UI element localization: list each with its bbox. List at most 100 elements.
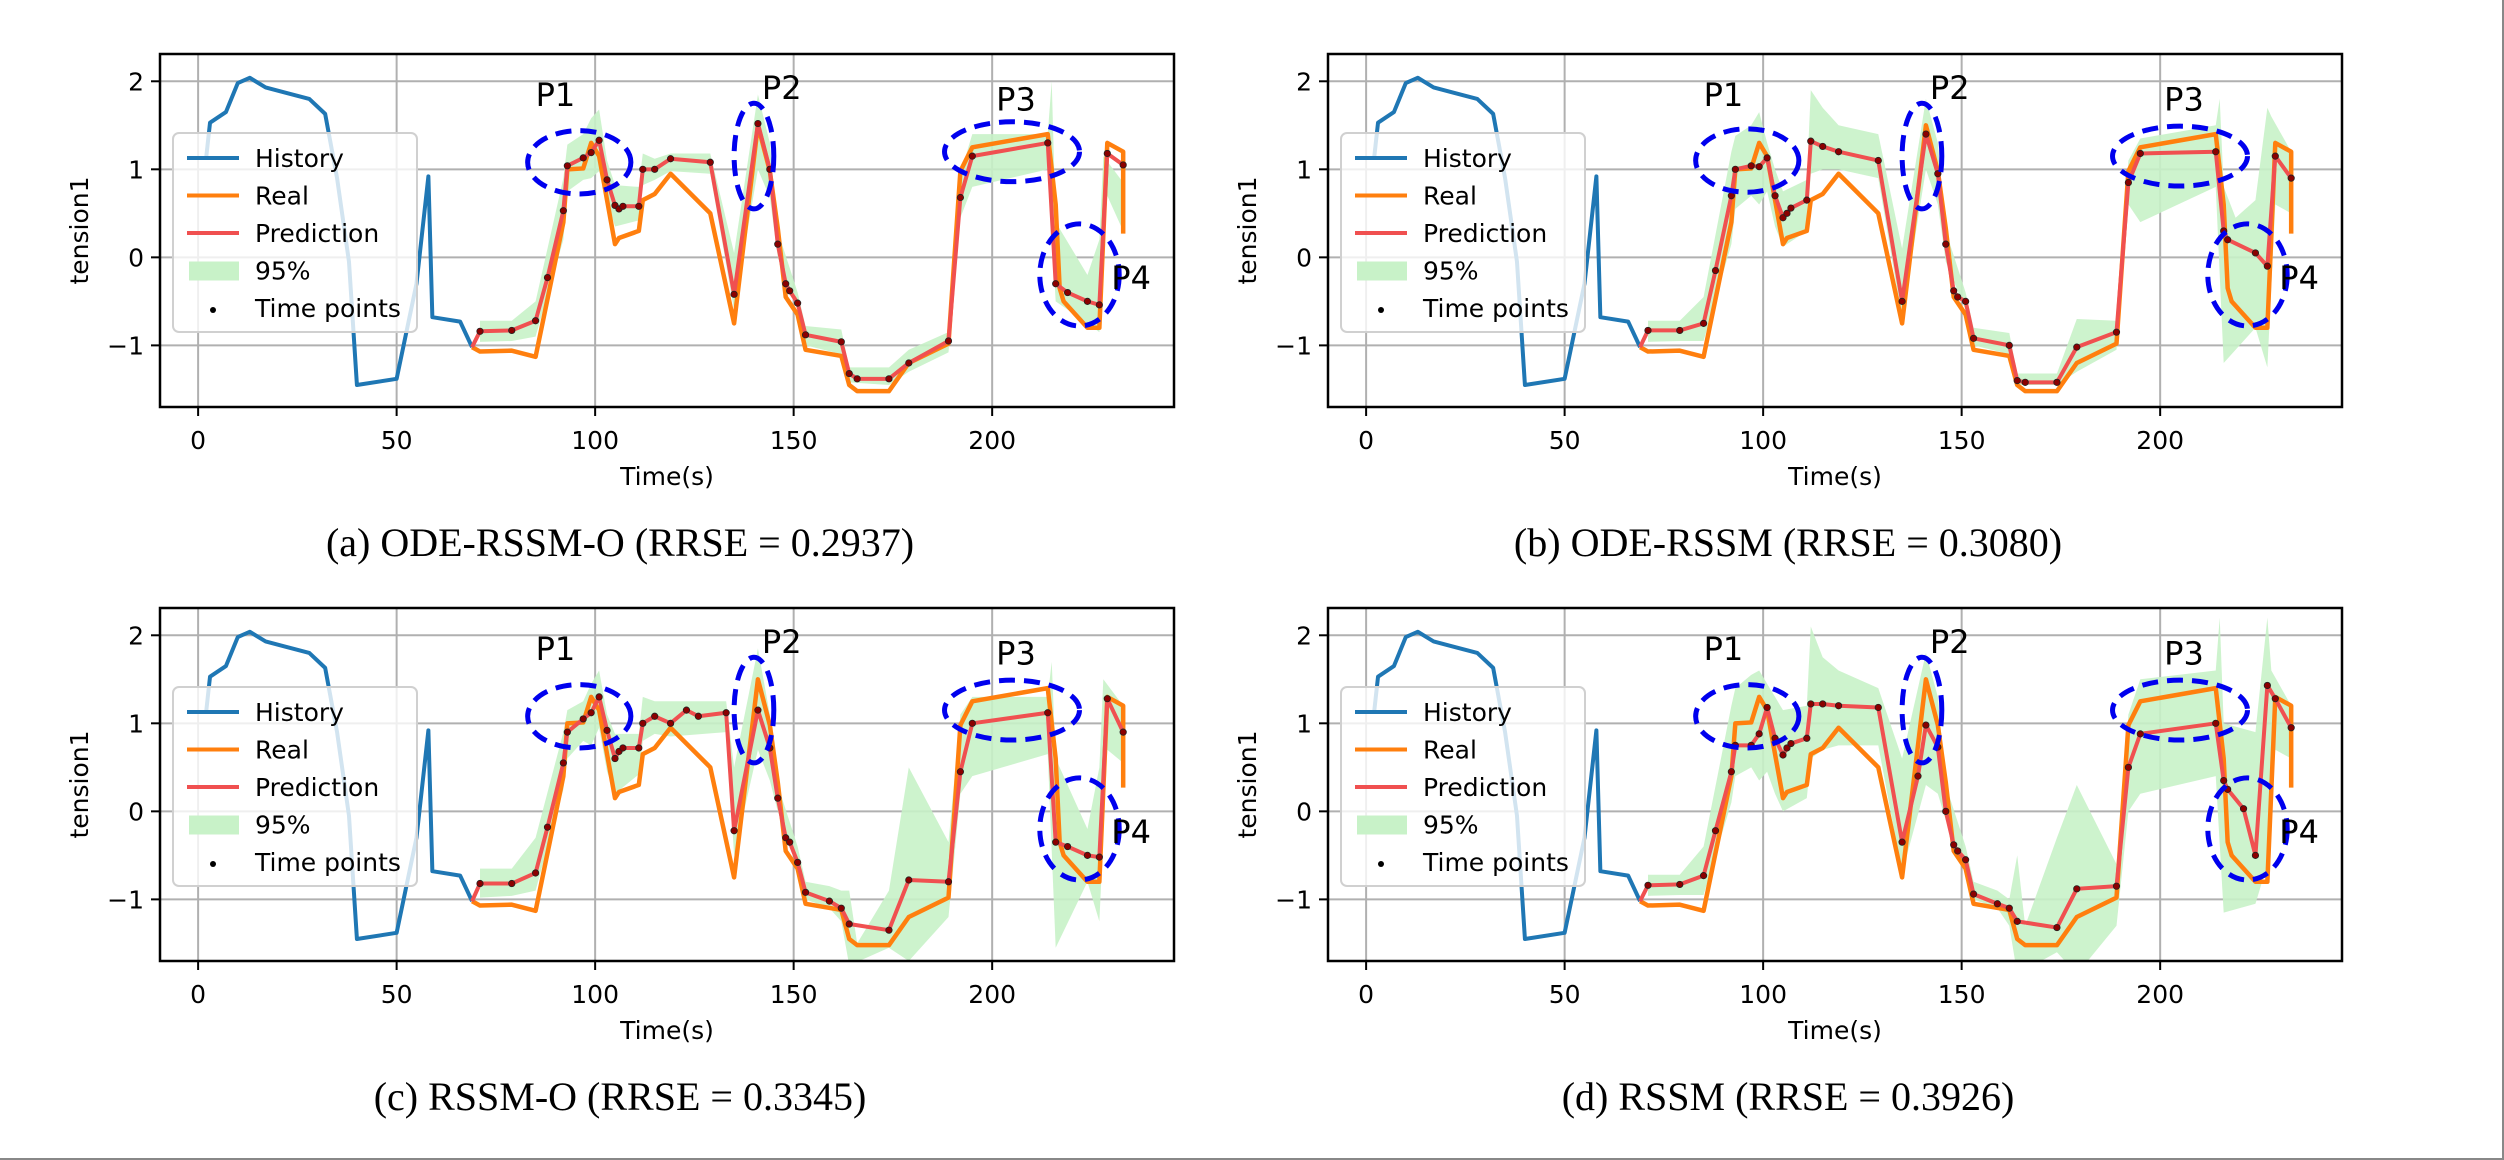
time-point: [1969, 334, 1978, 342]
time-point: [1787, 204, 1795, 212]
annotation-ellipse-p4: [1037, 775, 1122, 883]
plot-area: [204, 75, 1127, 394]
time-point: [801, 888, 810, 896]
annotation-ellipse-p2: [1899, 100, 1945, 212]
time-point: [694, 712, 702, 720]
time-point: [2112, 328, 2121, 336]
x-axis-label: Time(s): [619, 462, 714, 491]
annotation-ellipse-p2: [731, 100, 777, 212]
legend-label: Real: [255, 182, 309, 211]
time-point: [1942, 240, 1950, 248]
time-point: [1644, 881, 1652, 889]
legend-label: Prediction: [1423, 219, 1547, 248]
time-point: [905, 876, 913, 884]
y-tick-label: 2: [1296, 67, 1312, 96]
time-point: [774, 240, 782, 248]
time-point: [1874, 156, 1882, 165]
time-point: [706, 158, 714, 166]
x-tick-label: 0: [190, 980, 206, 1009]
time-point: [944, 878, 953, 886]
legend-box: [1340, 132, 1586, 333]
time-point: [563, 162, 571, 170]
time-point: [2005, 341, 2013, 349]
legend-label: 95%: [255, 257, 311, 286]
legend-box: [1340, 686, 1586, 887]
annotation-label-p2: P2: [1930, 69, 1970, 107]
x-axis-label: Time(s): [1787, 1016, 1882, 1045]
time-point: [603, 726, 611, 734]
time-point: [1807, 137, 1815, 145]
time-point: [1711, 266, 1720, 275]
time-point: [837, 338, 845, 346]
time-point: [2251, 851, 2260, 859]
time-point: [543, 823, 552, 831]
subfigure-caption-a: (a) ODE-RSSM-O (RRSE = 0.2937): [325, 520, 915, 565]
x-tick-label: 50: [381, 980, 413, 1009]
annotation-label-p1: P1: [536, 76, 576, 114]
time-point: [1898, 297, 1906, 305]
time-point: [2287, 724, 2295, 732]
time-point: [2124, 763, 2133, 771]
time-point: [853, 375, 861, 383]
annotation-ellipse-p1: [525, 128, 634, 197]
x-tick-label: 200: [968, 426, 1016, 455]
time-point: [2073, 885, 2081, 893]
time-point: [2013, 376, 2021, 385]
real-line: [1638, 677, 2294, 948]
time-point: [1934, 170, 1942, 178]
annotation-ellipse-p4: [2205, 221, 2290, 329]
time-point: [1950, 287, 1958, 295]
time-point: [1763, 154, 1771, 162]
time-point: [1044, 139, 1052, 147]
time-point: [1095, 301, 1103, 309]
time-point: [1783, 744, 1791, 752]
time-point: [1954, 847, 1962, 855]
time-point: [1803, 196, 1811, 204]
time-point: [1119, 161, 1127, 169]
y-tick-label: 0: [128, 243, 144, 272]
annotation-label-p1: P1: [1704, 630, 1744, 668]
axes-frame: [1326, 52, 2344, 409]
time-point: [1914, 772, 1922, 780]
annotation-label-p3: P3: [2164, 634, 2204, 672]
time-point: [905, 359, 913, 367]
legend-label: History: [255, 144, 344, 173]
time-point: [730, 290, 738, 298]
x-tick-label: 150: [1938, 426, 1986, 455]
legend-label: Real: [1423, 736, 1477, 765]
time-point: [2053, 923, 2061, 932]
time-point: [1898, 838, 1906, 846]
annotation-label-p2: P2: [762, 623, 802, 661]
y-tick-label: 0: [128, 797, 144, 826]
time-point: [1083, 851, 1092, 859]
annotation-ellipse-p1: [1693, 682, 1802, 751]
time-point: [1119, 728, 1127, 736]
legend-label: History: [1423, 144, 1512, 173]
legend-swatch-timepoints: [210, 307, 216, 313]
time-point: [1834, 148, 1843, 156]
time-point: [722, 709, 730, 717]
time-point: [2212, 719, 2220, 727]
x-tick-label: 0: [1358, 426, 1374, 455]
annotation-ellipse-p4: [2205, 775, 2290, 883]
time-point: [1755, 163, 1763, 171]
annotation-ellipse-p3: [942, 677, 1083, 743]
legend-label: Prediction: [255, 773, 379, 802]
time-point: [1052, 280, 1060, 288]
time-point: [1803, 734, 1811, 742]
time-point: [1819, 142, 1827, 151]
time-point: [754, 119, 762, 128]
time-point: [639, 719, 647, 727]
time-point: [619, 744, 627, 752]
time-point: [782, 280, 790, 288]
legend-label: Time points: [1422, 294, 1569, 323]
time-point: [1993, 900, 2001, 908]
x-axis-label: Time(s): [619, 1016, 714, 1045]
time-point: [2220, 776, 2228, 785]
time-point: [2251, 249, 2260, 257]
y-tick-label: 0: [1296, 243, 1312, 272]
plot-area: [1372, 617, 2295, 961]
time-point: [1874, 703, 1882, 712]
